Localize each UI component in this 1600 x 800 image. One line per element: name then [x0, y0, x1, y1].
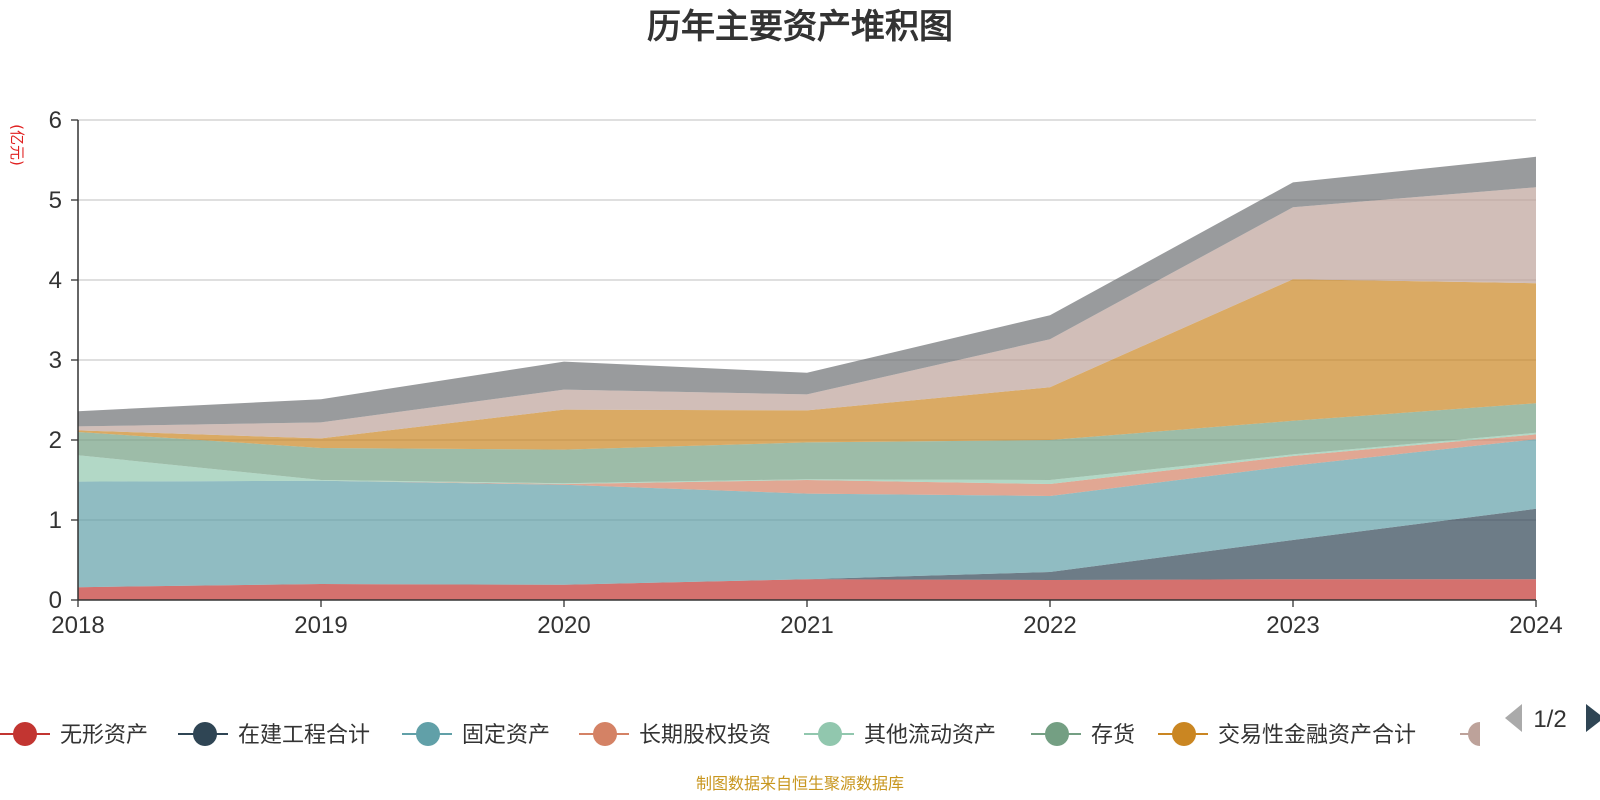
- legend: 无形资产 在建工程合计 固定资产 长期股权投资 其他流动资产 存货 交易性金融资产合计: [0, 722, 1480, 748]
- area-series-0: [78, 579, 1536, 600]
- legend-label: 长期股权投资: [639, 723, 771, 748]
- x-tick-label: 2021: [780, 612, 833, 639]
- triangle-right-icon[interactable]: [1586, 704, 1600, 732]
- x-tick-label: 2023: [1266, 612, 1319, 639]
- triangle-left-icon[interactable]: [1505, 704, 1522, 732]
- legend-item[interactable]: 在建工程合计: [178, 722, 370, 748]
- x-tick-label: 2020: [537, 612, 590, 639]
- legend-item[interactable]: 存货: [1031, 722, 1135, 748]
- legend-item[interactable]: 其他流动资产: [804, 722, 996, 748]
- legend-pager: 1/2: [1505, 704, 1600, 733]
- legend-marker: [593, 722, 617, 746]
- area-series-8: [78, 156, 1536, 427]
- data-source-note: 制图数据来自恒生聚源数据库: [696, 774, 904, 793]
- area-series-3: [78, 434, 1536, 496]
- y-axis-unit: (亿元): [8, 124, 26, 166]
- x-tick-label: 2019: [294, 612, 347, 639]
- y-tick-label: 6: [49, 107, 62, 134]
- legend-label: 交易性金融资产合计: [1218, 723, 1416, 748]
- legend-marker: [1045, 722, 1069, 746]
- legend-label: 其他流动资产: [864, 723, 996, 748]
- legend-marker: [1468, 722, 1480, 746]
- legend-item[interactable]: 无形资产: [0, 722, 148, 748]
- area-series-6: [78, 279, 1536, 450]
- legend-marker: [1172, 722, 1196, 746]
- y-tick-label: 4: [49, 267, 62, 294]
- area-series-layer: [78, 156, 1536, 600]
- y-tick-label: 5: [49, 187, 62, 214]
- area-series-2: [78, 439, 1536, 588]
- x-tick-label: 2022: [1023, 612, 1076, 639]
- legend-label: 固定资产: [462, 723, 550, 748]
- y-tick-label: 2: [49, 427, 62, 454]
- area-series-7: [78, 187, 1536, 439]
- legend-item[interactable]: 交易性金融资产合计: [1158, 722, 1416, 748]
- x-tick-label: 2024: [1509, 612, 1562, 639]
- axes: 0 1 2 3 4 5 6 2018 2019 2020 2021 2022 2023 2024: [49, 107, 1563, 639]
- legend-marker: [13, 722, 37, 746]
- y-tick-label: 3: [49, 347, 62, 374]
- chart-title: 历年主要资产堆积图: [647, 7, 953, 47]
- y-tick-label: 1: [49, 507, 62, 534]
- area-series-4: [78, 432, 1536, 484]
- legend-item-partial[interactable]: [1460, 722, 1480, 746]
- legend-item[interactable]: 固定资产: [402, 722, 550, 748]
- area-series-5: [78, 403, 1536, 484]
- y-tick-label: 0: [49, 587, 62, 614]
- legend-marker: [416, 722, 440, 746]
- legend-label: 存货: [1091, 723, 1135, 748]
- legend-page-indicator: 1/2: [1533, 706, 1566, 733]
- legend-item[interactable]: 长期股权投资: [579, 722, 771, 748]
- legend-marker: [193, 722, 217, 746]
- area-series-1: [78, 508, 1536, 588]
- legend-marker: [818, 722, 842, 746]
- legend-label: 在建工程合计: [238, 723, 370, 748]
- legend-label: 无形资产: [60, 723, 148, 748]
- x-tick-label: 2018: [51, 612, 104, 639]
